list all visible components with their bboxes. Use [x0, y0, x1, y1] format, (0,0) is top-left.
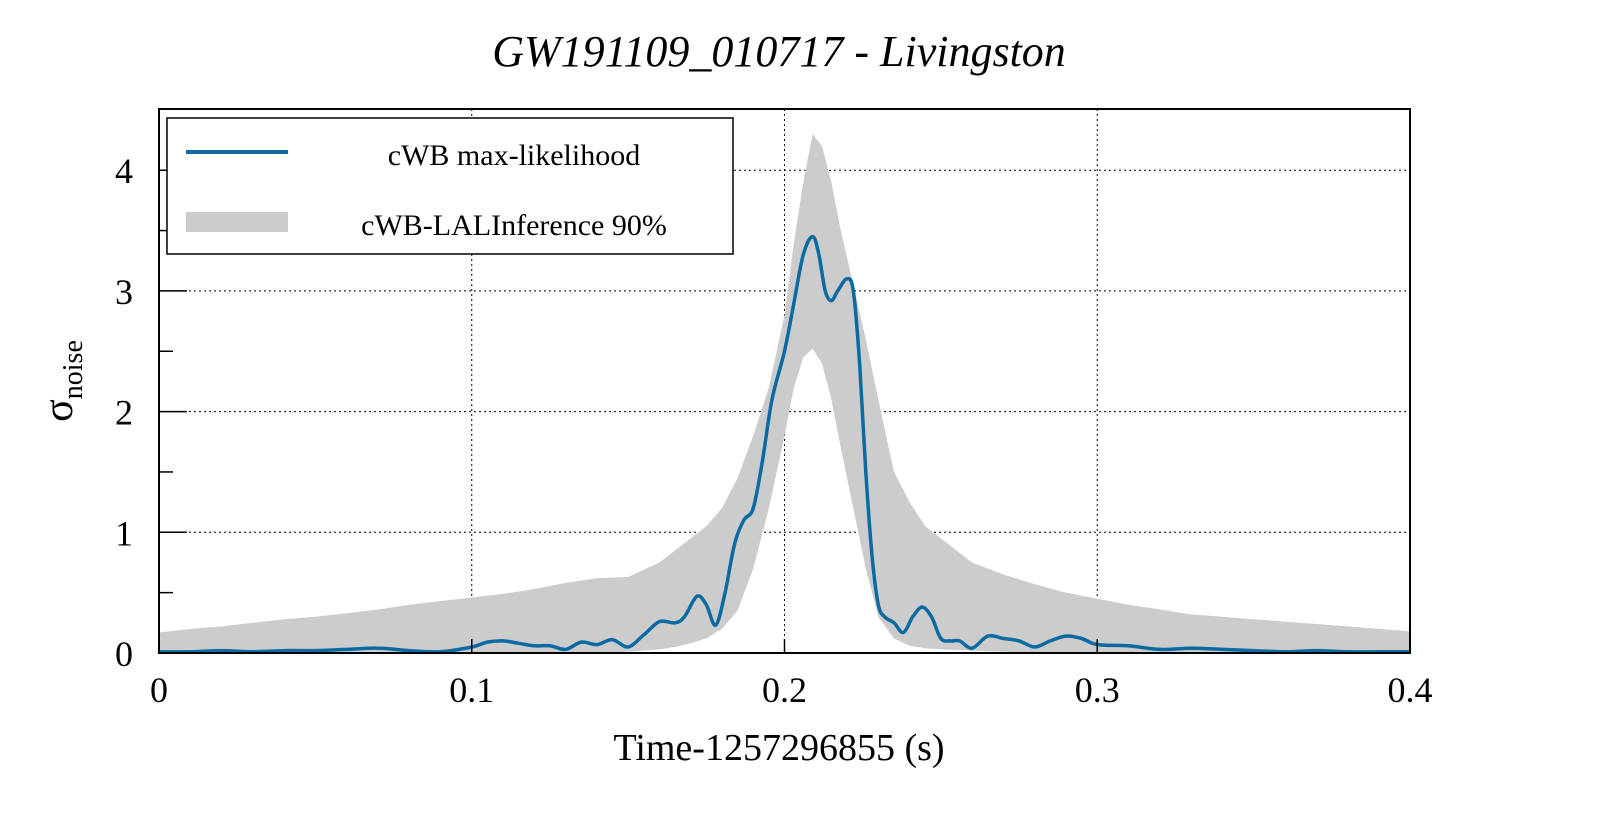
y-axis-label-subscript: noise	[58, 340, 89, 399]
x-tick-label: 0.2	[762, 670, 807, 710]
y-tick-label: 2	[115, 393, 133, 433]
x-tick-label: 0.4	[1388, 670, 1433, 710]
y-tick-label: 1	[115, 513, 133, 553]
max-likelihood-line	[159, 234, 1410, 654]
legend-swatch-band	[186, 212, 288, 232]
y-axis-label: σnoise	[36, 340, 89, 422]
svg-text:σnoise: σnoise	[36, 340, 89, 422]
legend-label-90-percent: cWB-LALInference 90%	[361, 209, 667, 242]
x-tick-label: 0	[150, 670, 168, 710]
confidence-band-90	[159, 134, 1410, 653]
x-tick-label: 0.1	[449, 670, 494, 710]
chart-title: GW191109_010717 - Livingston	[492, 27, 1066, 76]
axis-ticks	[158, 169, 1411, 654]
x-tick-label: 0.3	[1075, 670, 1120, 710]
legend-label-max-likelihood: cWB max-likelihood	[388, 139, 640, 172]
y-tick-label: 4	[115, 151, 133, 191]
line-layer	[159, 234, 1410, 654]
x-tick-labels: 0 0.1 0.2 0.3 0.4	[150, 670, 1433, 710]
legend: cWB max-likelihood cWB-LALInference 90%	[166, 117, 734, 255]
y-axis-label-symbol: σ	[36, 399, 82, 422]
y-tick-label: 0	[115, 634, 133, 674]
y-tick-labels: 0 1 2 3 4	[115, 151, 133, 674]
band-layer	[159, 134, 1410, 653]
y-tick-label: 3	[115, 272, 133, 312]
x-axis-label: Time-1257296855 (s)	[613, 727, 944, 769]
